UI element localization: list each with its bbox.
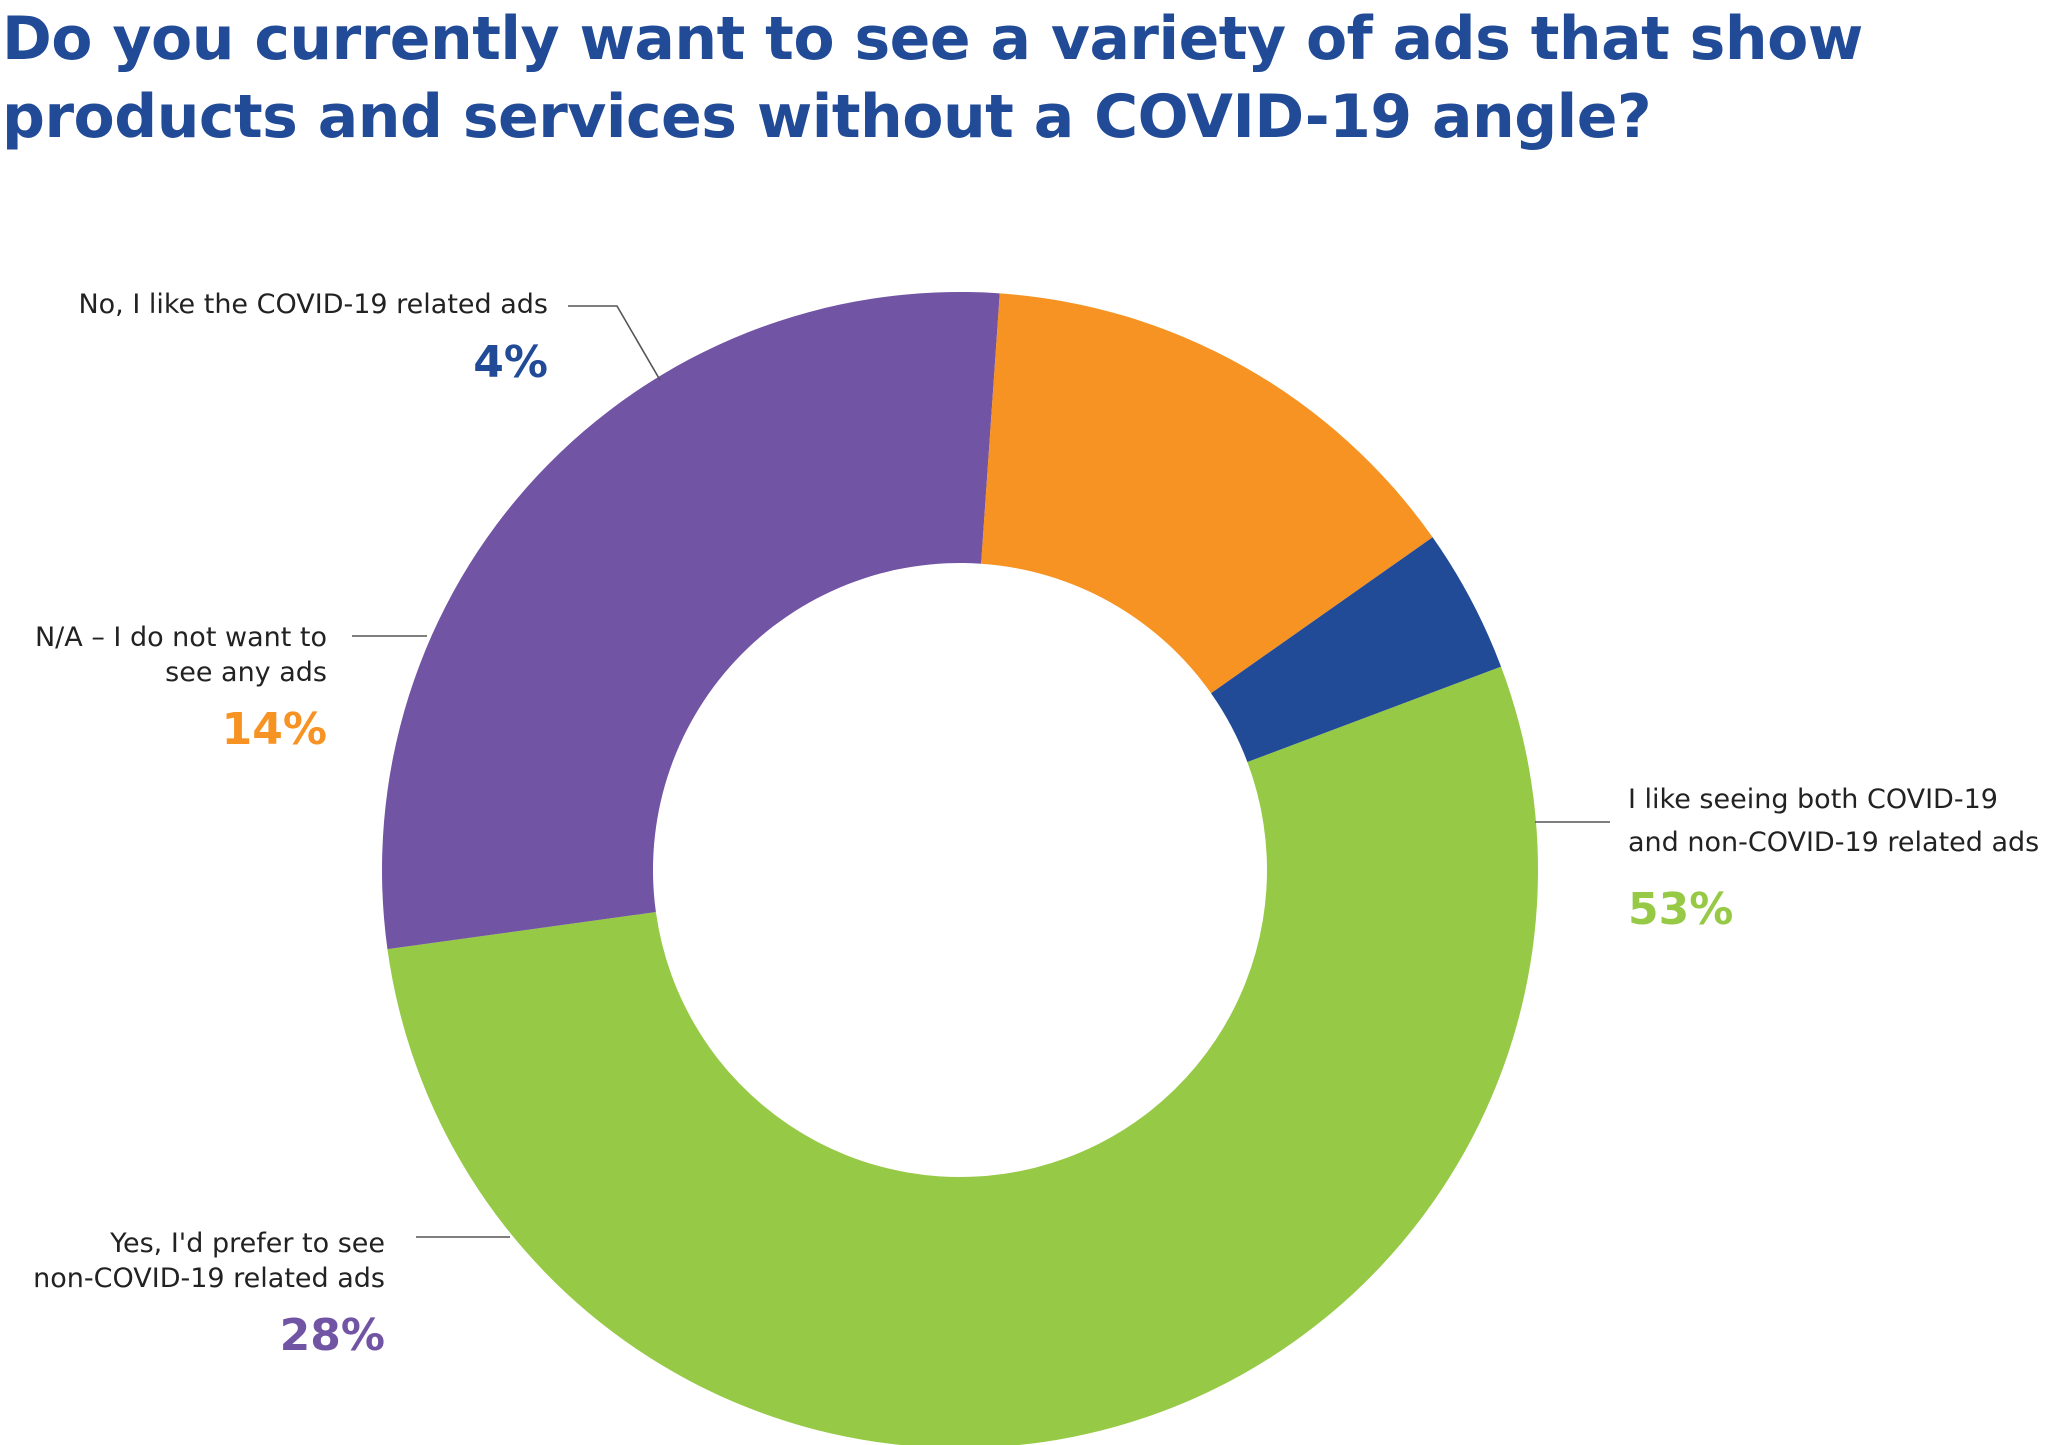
donut-slices <box>382 291 1538 1445</box>
slice-label-no_ads: see any ads <box>165 657 327 688</box>
slice-label-both: and non-COVID-19 related ads <box>1628 827 2039 858</box>
slice-no_ads <box>981 293 1433 694</box>
slice-value-covid_ads: 4% <box>473 337 548 388</box>
slice-label-both: I like seeing both COVID-19 <box>1628 784 1998 815</box>
slice-label-no_ads: N/A – I do not want to <box>35 622 327 653</box>
slice-labels: I like seeing both COVID-19 and non-COVID… <box>33 289 2039 1361</box>
slice-label-non_covid: non-COVID-19 related ads <box>33 1263 385 1294</box>
slice-value-non_covid: 28% <box>280 1310 385 1361</box>
slice-both <box>387 666 1538 1445</box>
chart-title: Do you currently want to see a variety o… <box>2 4 1863 152</box>
slice-label-covid_ads: No, I like the COVID-19 related ads <box>78 289 548 320</box>
slice-label-non_covid: Yes, I'd prefer to see <box>109 1228 385 1259</box>
slice-value-both: 53% <box>1628 884 1733 935</box>
slice-value-no_ads: 14% <box>222 704 327 755</box>
leader-line-covid_ads <box>568 305 661 381</box>
slice-non_covid <box>382 291 1000 950</box>
slice-covid_ads <box>1211 537 1502 762</box>
